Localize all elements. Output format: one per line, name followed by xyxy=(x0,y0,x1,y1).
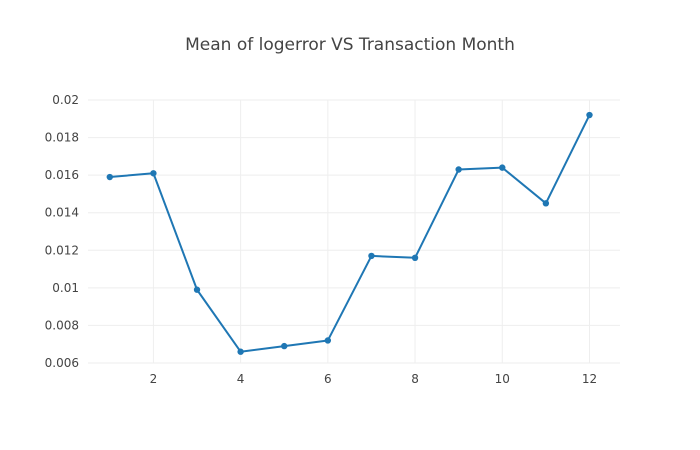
y-tick-label: 0.016 xyxy=(45,168,79,182)
data-series xyxy=(106,111,593,355)
x-tick-label: 6 xyxy=(324,372,332,386)
y-tick-label: 0.006 xyxy=(45,356,79,370)
x-tick-label: 8 xyxy=(411,372,419,386)
data-point[interactable] xyxy=(411,254,419,261)
axis-tick-labels: 2 4 6 8 10 12 0.006 0.008 0.01 0.012 0.014 0.016 0.0… xyxy=(45,93,597,386)
x-tick-label: 4 xyxy=(237,372,245,386)
y-tick-label: 0.008 xyxy=(45,318,79,332)
grid-lines xyxy=(88,99,620,364)
data-point[interactable] xyxy=(150,170,157,177)
data-point[interactable] xyxy=(499,164,506,171)
data-point[interactable] xyxy=(237,348,244,355)
y-tick-label: 0.012 xyxy=(45,243,79,257)
y-tick-label: 0.01 xyxy=(52,281,79,295)
data-point[interactable] xyxy=(106,173,114,181)
data-point[interactable] xyxy=(193,286,201,293)
series-line xyxy=(109,114,591,353)
x-tick-label: 12 xyxy=(582,372,597,386)
data-point[interactable] xyxy=(586,111,593,119)
data-point[interactable] xyxy=(324,337,332,344)
y-tick-label: 0.014 xyxy=(45,206,79,220)
x-tick-label: 2 xyxy=(150,372,158,386)
y-tick-label: 0.02 xyxy=(52,93,79,107)
data-point[interactable] xyxy=(542,200,550,207)
y-tick-label: 0.018 xyxy=(45,131,79,145)
data-point[interactable] xyxy=(281,342,288,350)
chart-title: Mean of logerror VS Transaction Month xyxy=(185,35,515,55)
data-point[interactable] xyxy=(368,252,375,260)
x-tick-label: 10 xyxy=(495,372,510,386)
data-point[interactable] xyxy=(455,166,462,173)
